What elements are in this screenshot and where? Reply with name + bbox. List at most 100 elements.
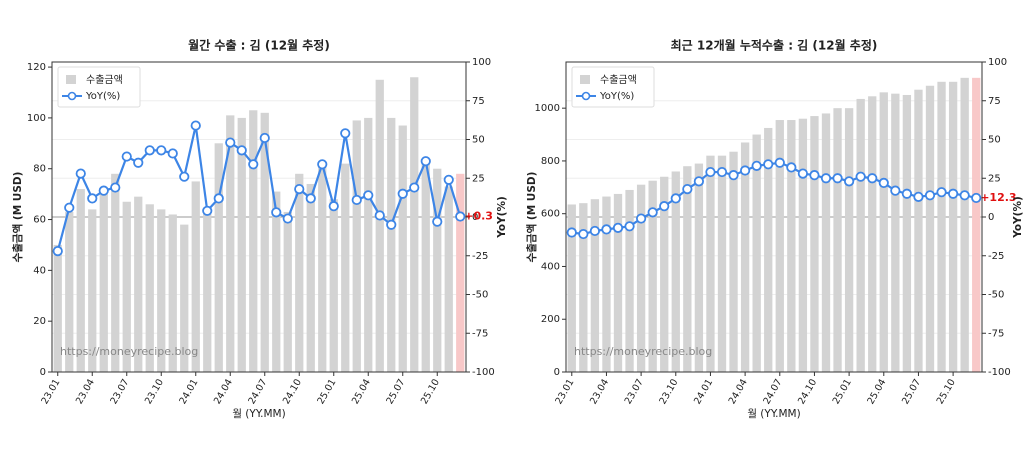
yoy-point (420, 156, 431, 167)
x-tick-label: 24.10 (796, 377, 819, 406)
legend-label: 수출금액 (600, 74, 637, 86)
bar (421, 158, 430, 372)
yoy-point (601, 224, 612, 235)
bar (318, 161, 327, 372)
yoy-point (52, 246, 63, 257)
yoy-point (924, 190, 936, 201)
bar (65, 211, 74, 372)
y2-tick-label: -25 (988, 251, 1004, 262)
yoy-point (636, 213, 647, 224)
legend-swatch (580, 75, 590, 84)
bar (260, 112, 269, 372)
yoy-point (294, 184, 305, 195)
yoy-point (809, 170, 820, 181)
x-axis-label: 월 (YY.MM) (232, 408, 285, 420)
yoy-point (133, 157, 144, 168)
bar (306, 183, 315, 372)
y2-tick-label: 50 (988, 135, 1001, 146)
yoy-point (936, 187, 947, 198)
yoy-point (156, 145, 167, 156)
chart-title: 월간 수출 : 김 (12월 추정) (188, 38, 330, 53)
yoy-point (351, 194, 362, 206)
bar (879, 92, 888, 372)
bar (706, 155, 715, 372)
x-tick-label: 25.10 (935, 377, 958, 406)
yoy-line (56, 125, 462, 252)
y2-tick-label: -50 (472, 290, 488, 301)
yoy-point (774, 157, 785, 168)
annotation: +12.3 (980, 191, 1016, 204)
y2-tick-label: 50 (472, 135, 485, 146)
yoy-point (878, 177, 889, 188)
x-tick-label: 24.04 (727, 377, 750, 406)
x-tick-label: 24.07 (761, 377, 784, 406)
yoy-point (890, 185, 901, 196)
bar (925, 85, 935, 372)
bar (329, 199, 338, 372)
bar (433, 168, 442, 372)
yoy-point (317, 159, 328, 170)
bar (613, 193, 623, 372)
y2-tick-label: 25 (472, 173, 485, 184)
y2-tick-label: -75 (988, 328, 1004, 339)
x-tick-label: 24.04 (212, 377, 235, 406)
yoy-point (259, 132, 270, 144)
yoy-point (271, 207, 282, 218)
yoy-point (190, 120, 201, 131)
yoy-point (901, 188, 912, 199)
y-tick-label: 800 (541, 156, 560, 167)
y-tick-label: 120 (27, 62, 46, 73)
y2-tick-label: -25 (472, 251, 488, 262)
yoy-point (98, 185, 109, 196)
bar (694, 163, 704, 372)
bar (660, 176, 669, 372)
yoy-point (202, 205, 213, 216)
y-axis-label: 수출금액 (M USD) (525, 172, 538, 263)
bar (53, 244, 62, 372)
x-tick-label: 24.07 (246, 377, 269, 406)
x-tick-label: 24.01 (692, 377, 715, 406)
yoy-point (589, 225, 600, 237)
yoy-point (786, 162, 797, 173)
x-axis-label: 월 (YY.MM) (747, 408, 800, 420)
yoy-point (624, 221, 635, 232)
watermark: https://moneyrecipe.blog (574, 345, 712, 358)
yoy-point (670, 193, 681, 204)
yoy-point (328, 201, 339, 212)
legend-marker (581, 91, 591, 101)
yoy-point (797, 168, 808, 179)
bar (168, 214, 177, 372)
bar (99, 194, 108, 372)
y2-tick-label: 75 (988, 96, 1001, 107)
bar (214, 143, 223, 372)
yoy-point (716, 166, 728, 178)
yoy-point (728, 170, 739, 181)
y2-axis-label: YoY(%) (496, 196, 508, 239)
bar (787, 120, 796, 372)
bar (157, 209, 166, 372)
y-tick-label: 40 (33, 265, 46, 276)
bar (764, 127, 773, 372)
legend-label: YoY(%) (599, 91, 634, 102)
bar (636, 184, 646, 372)
bar (891, 93, 900, 372)
yoy-point (612, 222, 624, 233)
yoy-point (225, 137, 236, 148)
bar (972, 77, 981, 373)
y2-tick-label: 0 (988, 212, 994, 223)
x-tick-label: 24.10 (281, 377, 304, 406)
yoy-point (647, 207, 658, 218)
yoy-point (844, 176, 855, 187)
bar (191, 181, 200, 372)
yoy-point (867, 173, 878, 184)
x-tick-label: 23.04 (588, 377, 611, 406)
bar (914, 89, 923, 373)
y2-tick-label: -100 (472, 367, 495, 378)
bar (960, 77, 969, 373)
bar (579, 203, 588, 372)
yoy-point (948, 188, 959, 199)
yoy-point (832, 173, 843, 184)
yoy-point (386, 219, 397, 230)
yoy-point (363, 190, 374, 201)
